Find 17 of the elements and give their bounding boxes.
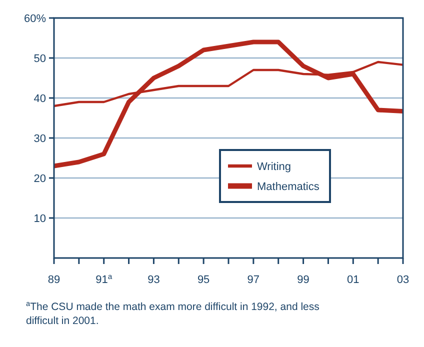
x-tick-label: 91$^{a}$ [96, 272, 113, 286]
legend-label: Mathematics [257, 181, 320, 193]
y-tick-label: 50 [34, 53, 46, 65]
x-tick-label: 95 [197, 274, 210, 286]
x-tick-label: 03 [396, 274, 410, 286]
x-tick-label: 93 [148, 274, 160, 286]
text: $^{a}$The CSU made the math exam more difficult in 1992, and less difficult in 2001. [26, 298, 320, 327]
x-tick-label: 99 [297, 274, 310, 286]
x-tick-label: 97 [247, 274, 260, 286]
y-tick-label: 60% [24, 13, 46, 25]
y-tick-label: 20 [34, 173, 46, 185]
y-tick-label: 30 [34, 133, 46, 145]
legend-label: Writing [257, 161, 292, 173]
y-tick-label: 10 [34, 213, 46, 225]
x-tick-label: 89 [48, 274, 60, 286]
y-tick-label: 40 [34, 93, 46, 105]
x-tick-label: 01 [347, 274, 360, 286]
